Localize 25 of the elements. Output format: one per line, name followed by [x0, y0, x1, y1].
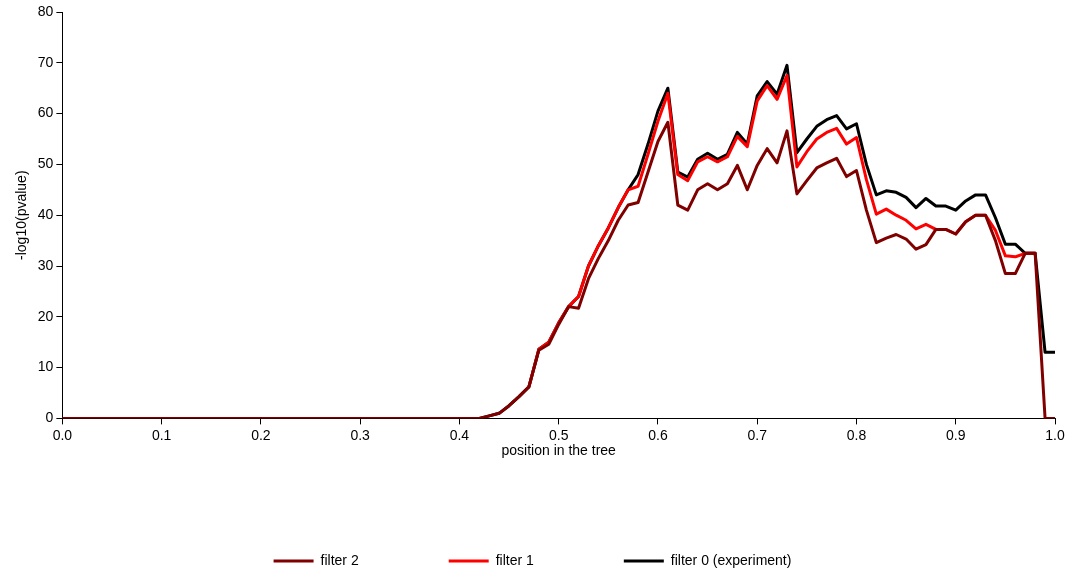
legend-label: filter 1 [495, 551, 535, 568]
y-axis-title: -log10(pvalue) [13, 170, 30, 260]
y-tick-label: 80 [37, 2, 54, 19]
x-tick-label: 0.8 [846, 426, 867, 443]
legend-label: filter 2 [320, 551, 359, 568]
y-tick-label: 50 [37, 155, 54, 172]
x-tick-label: 0.3 [350, 426, 371, 443]
x-tick-label: 0.9 [946, 426, 966, 443]
x-axis-title: position in the tree [501, 442, 617, 459]
y-tick-label: 70 [37, 53, 54, 70]
x-tick-label: 1.0 [1045, 426, 1065, 443]
y-tick-label: 40 [37, 206, 54, 223]
x-tick-label: 0.2 [251, 426, 271, 443]
x-tick-label: 0.7 [747, 426, 768, 443]
x-tick-label: 0.1 [151, 426, 172, 443]
legend-label: filter 0 (experiment) [670, 551, 792, 568]
x-tick-label: 0.4 [449, 426, 470, 443]
y-tick-label: 60 [37, 104, 54, 121]
y-tick-label: 10 [37, 358, 54, 375]
y-tick-label: 20 [37, 307, 54, 324]
x-tick-label: 0.0 [52, 426, 73, 443]
x-tick-label: 0.6 [648, 426, 668, 443]
y-tick-label: 30 [37, 256, 54, 273]
x-tick-label: 0.5 [548, 426, 569, 443]
y-tick-label: 0 [45, 409, 54, 426]
